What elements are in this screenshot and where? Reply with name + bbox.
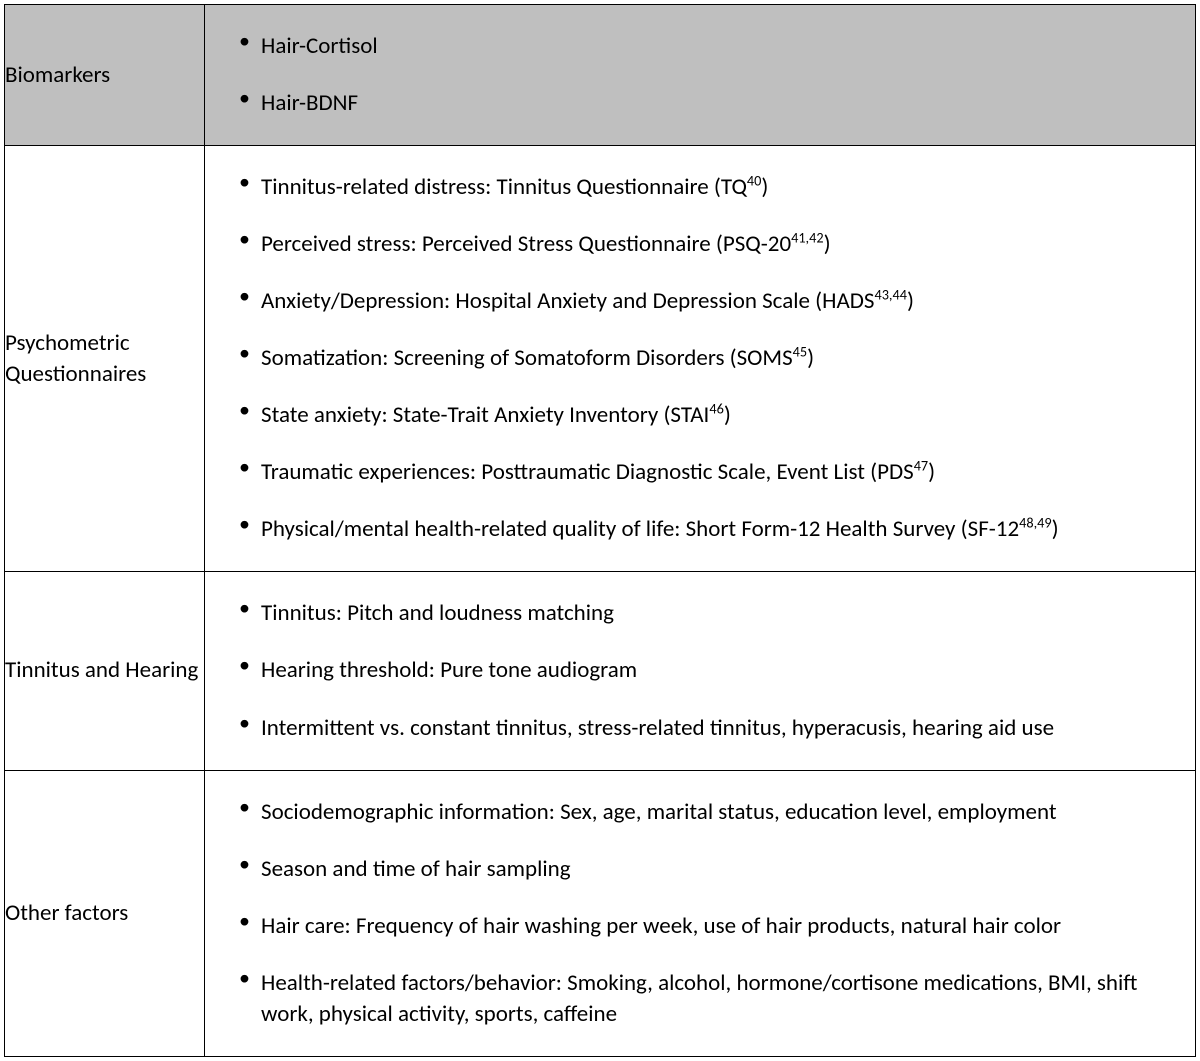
items-psychometric: Tinnitus-related distress: Tinnitus Ques… (205, 146, 1195, 571)
list-item: Sociodemographic information: Sex, age, … (239, 789, 1177, 836)
items-biomarkers: Hair-Cortisol Hair-BDNF (205, 5, 1195, 145)
citation-ref: 48,49 (1019, 514, 1051, 532)
items-tinnitus-hearing: Tinnitus: Pitch and loudness matching He… (205, 572, 1195, 769)
row-label-psychometric: Psychometric Questionnaires (5, 146, 205, 572)
row-label-tinnitus-hearing: Tinnitus and Hearing (5, 572, 205, 770)
list-item: Hair care: Frequency of hair washing per… (239, 903, 1177, 950)
row-tinnitus-hearing: Tinnitus and Hearing Tinnitus: Pitch and… (5, 572, 1196, 770)
row-content-biomarkers: Hair-Cortisol Hair-BDNF (205, 5, 1196, 146)
row-label-other-factors: Other factors (5, 770, 205, 1056)
citation-ref: 47 (914, 457, 928, 475)
list-item: Tinnitus-related distress: Tinnitus Ques… (239, 164, 1177, 211)
row-label-biomarkers: Biomarkers (5, 5, 205, 146)
list-item: Anxiety/Depression: Hospital Anxiety and… (239, 278, 1177, 325)
row-biomarkers: Biomarkers Hair-Cortisol Hair-BDNF (5, 5, 1196, 146)
list-item: Somatization: Screening of Somatoform Di… (239, 335, 1177, 382)
items-other-factors: Sociodemographic information: Sex, age, … (205, 771, 1195, 1056)
citation-ref: 43,44 (874, 286, 906, 304)
row-content-tinnitus-hearing: Tinnitus: Pitch and loudness matching He… (205, 572, 1196, 770)
row-other-factors: Other factors Sociodemographic informati… (5, 770, 1196, 1056)
study-variables-table: Biomarkers Hair-Cortisol Hair-BDNF Psych… (4, 4, 1196, 1057)
list-item: Health-related factors/behavior: Smoking… (239, 960, 1177, 1038)
list-item: Traumatic experiences: Posttraumatic Dia… (239, 449, 1177, 496)
list-item: Hearing threshold: Pure tone audiogram (239, 647, 1177, 694)
list-item: Tinnitus: Pitch and loudness matching (239, 590, 1177, 637)
list-item: Season and time of hair sampling (239, 846, 1177, 893)
citation-ref: 41,42 (791, 228, 823, 246)
row-psychometric: Psychometric Questionnaires Tinnitus-rel… (5, 146, 1196, 572)
row-content-psychometric: Tinnitus-related distress: Tinnitus Ques… (205, 146, 1196, 572)
list-item: Hair-BDNF (239, 80, 1177, 127)
list-item: Perceived stress: Perceived Stress Quest… (239, 221, 1177, 268)
citation-ref: 45 (793, 343, 807, 361)
citation-ref: 46 (709, 400, 723, 418)
list-item: Intermittent vs. constant tinnitus, stre… (239, 705, 1177, 752)
row-content-other-factors: Sociodemographic information: Sex, age, … (205, 770, 1196, 1056)
list-item: Hair-Cortisol (239, 23, 1177, 70)
citation-ref: 40 (747, 171, 761, 189)
list-item: Physical/mental health-related quality o… (239, 506, 1177, 553)
list-item: State anxiety: State-Trait Anxiety Inven… (239, 392, 1177, 439)
